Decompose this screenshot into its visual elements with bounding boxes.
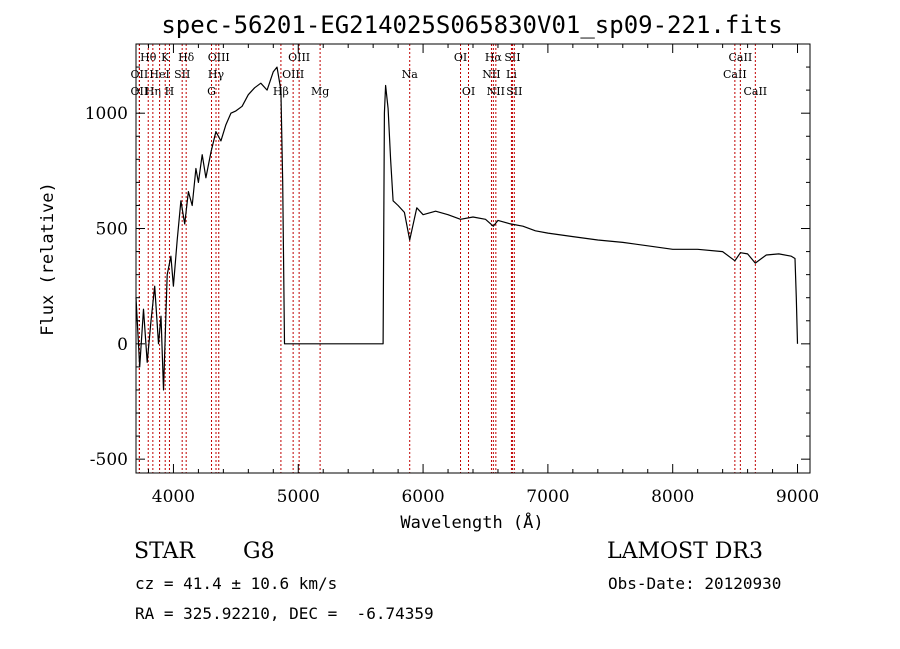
chart-title: spec-56201-EG214025S065830V01_sp09-221.f… [161, 11, 782, 39]
spectral-line-label: H [165, 85, 175, 98]
spectral-line-label: Na [402, 68, 419, 81]
spectral-line-label: Hγ [208, 68, 225, 81]
spectral-line-label: G [207, 85, 216, 98]
spectral-line-label: Hα [485, 51, 503, 64]
x-tick-label: 6000 [401, 487, 444, 507]
x-tick-label: 9000 [776, 487, 819, 507]
obs-date: Obs-Date: 20120930 [608, 574, 782, 593]
object-subclass: G8 [243, 539, 275, 564]
spectral-line-label: OII [131, 68, 149, 81]
spectral-line-label: CaII [729, 51, 753, 64]
spectral-line-label: CaII [743, 85, 767, 98]
spectral-line-label: OI [462, 85, 475, 98]
spectral-line-label: Hη [145, 85, 161, 98]
series-layer [135, 66, 799, 391]
spectral-line-label: CaII [723, 68, 747, 81]
spectral-line-label: SII [506, 85, 522, 98]
spectral-line-label: OI [454, 51, 467, 64]
flux-series-line [135, 66, 799, 391]
x-axis-label: Wavelength (Å) [400, 511, 543, 533]
spectral-line-label: SII [174, 68, 190, 81]
spectral-line-label: OIII [282, 68, 304, 81]
y-tick-label: 0 [117, 335, 128, 355]
spectral-line-label: K [161, 51, 170, 64]
axes-layer: 4000 5000 6000 7000 8000 9000 -500 0 500 1000 [85, 44, 819, 507]
spectral-line-label: SII [504, 51, 520, 64]
spectral-line-label: Hδ [178, 51, 195, 64]
plot-frame [135, 43, 811, 474]
spectral-line-label: Li [506, 68, 517, 81]
x-tick-label: 5000 [277, 487, 320, 507]
coordinates: RA = 325.92210, DEC = -6.74359 [135, 604, 434, 623]
spectral-line-label: NII [487, 85, 505, 98]
x-tick-label: 4000 [152, 487, 195, 507]
y-tick-label: 1000 [85, 104, 128, 124]
spectral-line-label: Mg [311, 85, 329, 98]
spectral-line-label: NII [482, 68, 500, 81]
spectrum-chart: spec-56201-EG214025S065830V01_sp09-221.f… [38, 11, 819, 533]
survey-name: LAMOST DR3 [607, 539, 763, 564]
spectral-line-label: OIII [208, 51, 230, 64]
y-tick-label: 500 [96, 220, 128, 240]
spectral-line-label: OII [131, 85, 149, 98]
redshift-readout: cz = 41.4 ± 10.6 km/s [135, 574, 338, 593]
y-tick-label: -500 [90, 450, 128, 470]
spectral-line-label: HeI [149, 68, 169, 81]
spectral-line-label: Hθ [140, 51, 157, 64]
x-tick-label: 7000 [526, 487, 569, 507]
object-class: STAR [134, 539, 195, 564]
x-tick-label: 8000 [651, 487, 694, 507]
spectral-line-label: OIII [288, 51, 310, 64]
y-axis-label: Flux (relative) [38, 182, 58, 336]
